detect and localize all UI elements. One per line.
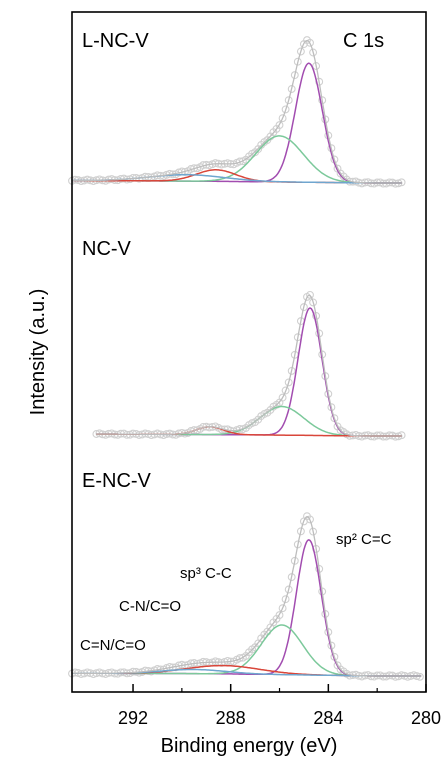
data-points <box>68 36 406 188</box>
panel-label-l-nc-v: L-NC-V <box>82 30 149 52</box>
core-level-label: C 1s <box>343 30 384 52</box>
data-point <box>309 48 318 57</box>
label-sp2: sp² C=C <box>336 531 392 548</box>
data-point <box>278 393 287 402</box>
panel-e-nc-v <box>68 512 424 681</box>
label-c-n-c-o: C-N/C=O <box>119 598 181 615</box>
data-point <box>223 159 232 168</box>
data-point <box>281 386 290 395</box>
data-point <box>275 121 284 130</box>
data-point <box>299 303 308 312</box>
x-tick-label: 280 <box>411 708 441 728</box>
panel-label-e-nc-v: E-NC-V <box>82 470 152 492</box>
label-c-n-double-c-o: C=N/C=O <box>80 637 146 654</box>
plot-frame <box>71 11 427 693</box>
x-tick-label: 284 <box>313 708 343 728</box>
panel-nc-v <box>92 290 406 441</box>
data-point <box>309 298 318 307</box>
envelope-line <box>72 516 422 677</box>
envelope-line <box>96 294 402 437</box>
plot-area <box>68 36 424 681</box>
data-point <box>290 71 299 80</box>
x-axis-label: Binding energy (eV) <box>161 735 338 757</box>
data-point <box>278 114 287 123</box>
data-point <box>415 672 424 681</box>
y-axis-label: Intensity (a.u.) <box>27 289 49 416</box>
data-point <box>397 431 406 440</box>
label-sp3: sp³ C-C <box>180 565 232 582</box>
component-sp2 <box>96 307 402 437</box>
x-tick-label: 288 <box>216 708 246 728</box>
data-points <box>92 290 406 441</box>
data-point <box>278 604 287 613</box>
data-point <box>284 585 293 594</box>
panel-l-nc-v <box>68 36 406 188</box>
panel-label-nc-v: NC-V <box>82 238 132 260</box>
data-point <box>296 527 305 536</box>
data-point <box>296 47 305 56</box>
data-point <box>281 595 290 604</box>
data-point <box>306 38 314 47</box>
data-point <box>284 96 293 105</box>
x-tick-label: 292 <box>118 708 148 728</box>
axes: 292 288 284 280 <box>118 684 441 728</box>
data-point <box>281 105 290 114</box>
data-point <box>306 515 314 524</box>
data-point <box>284 378 293 387</box>
data-point <box>275 611 284 620</box>
data-point <box>306 290 314 299</box>
envelope-line <box>72 39 402 184</box>
